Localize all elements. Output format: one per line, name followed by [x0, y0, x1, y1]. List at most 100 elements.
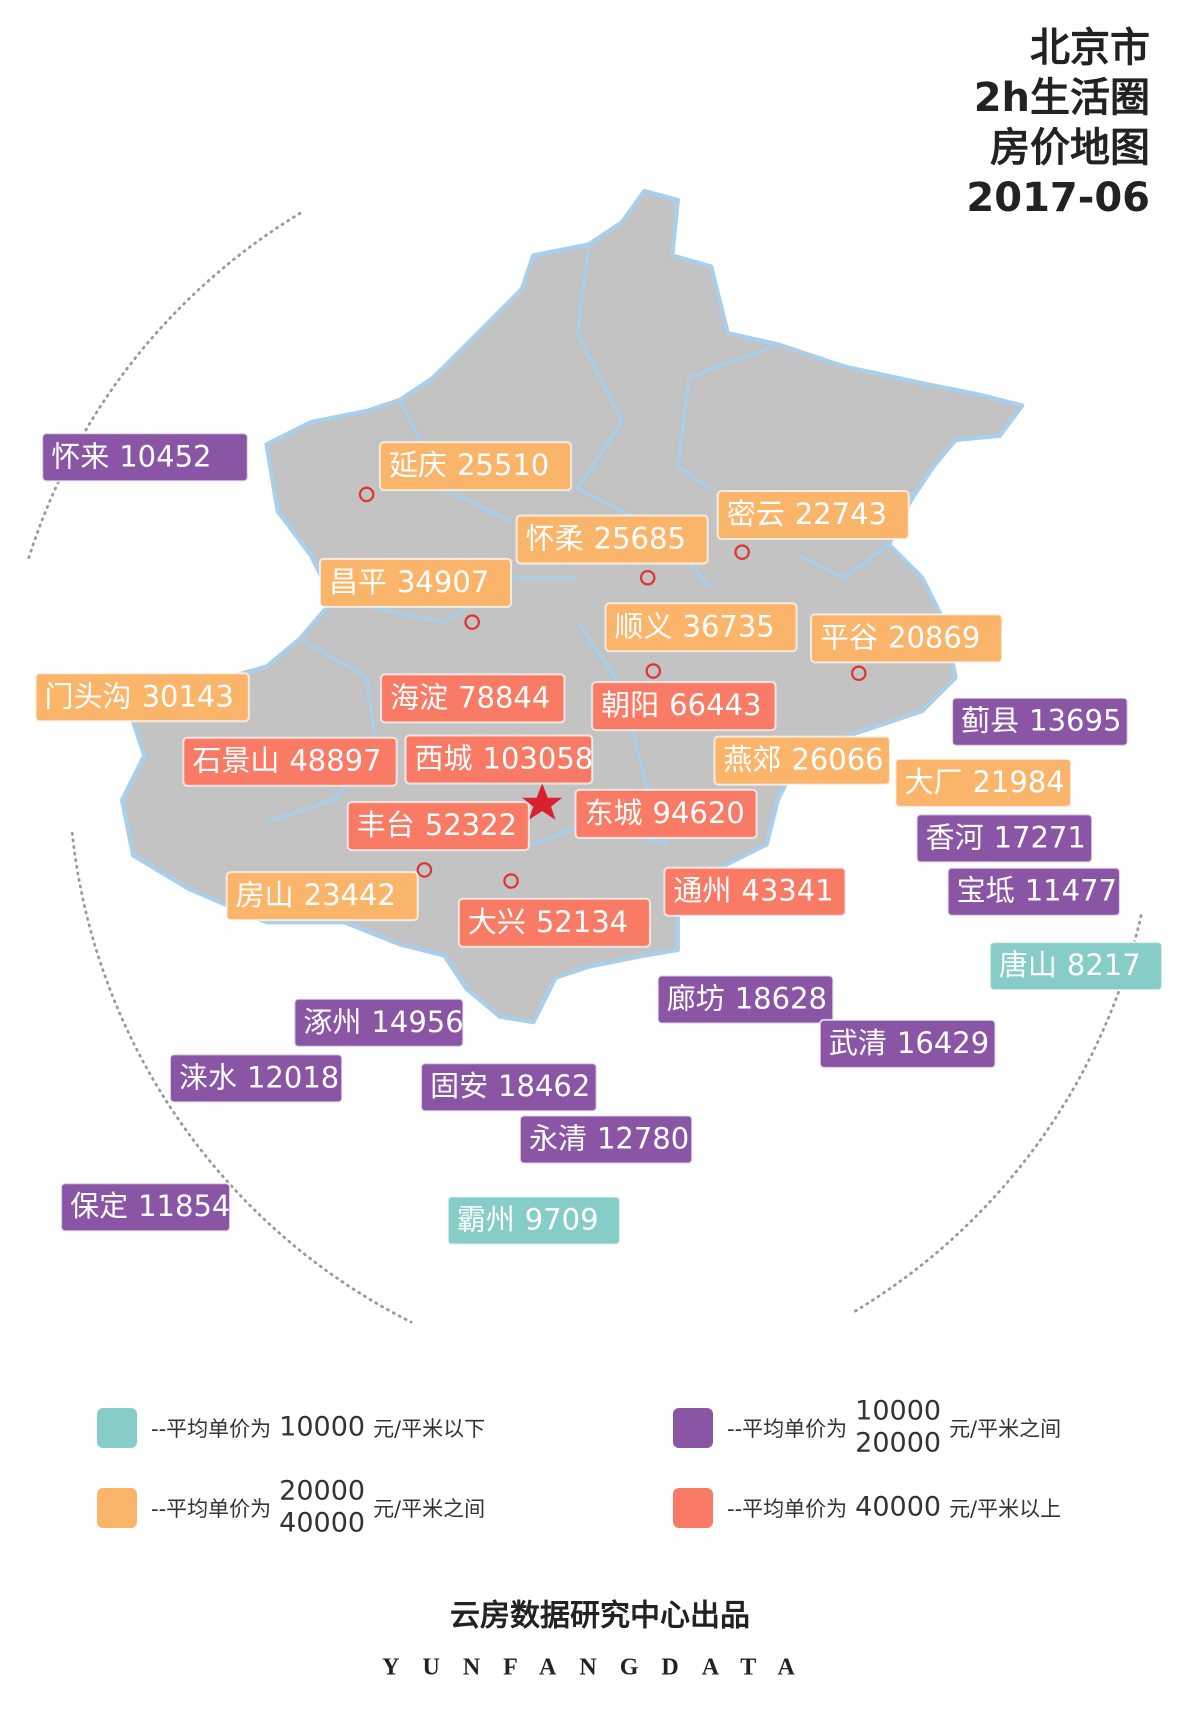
label-text: 燕郊 26066 [723, 743, 883, 777]
price: 11854 [138, 1189, 230, 1223]
price-label: 固安 18462 [420, 1062, 598, 1113]
label-box [951, 696, 1129, 747]
district-name: 昌平 [329, 565, 387, 599]
label-text: 霸州 9709 [457, 1203, 599, 1237]
price-label: 西城 103058 [404, 734, 594, 785]
label-box [318, 557, 513, 608]
price-label: 通州 43341 [663, 866, 847, 917]
brand: YUNFANGDATA [382, 1655, 818, 1681]
price: 12018 [247, 1060, 339, 1094]
legend-prefix: --平均单价为 [727, 1417, 847, 1441]
district-name: 门头沟 [45, 679, 132, 713]
label-box [225, 871, 419, 922]
district-name: 顺义 [614, 609, 672, 643]
label-text: 昌平 34907 [329, 565, 489, 599]
district-name: 宝坻 [957, 874, 1015, 908]
label-box [457, 897, 651, 948]
price: 13695 [1029, 704, 1121, 738]
price: 43341 [741, 874, 833, 908]
label-text: 永清 12780 [529, 1121, 689, 1155]
price-label: 密云 22743 [716, 490, 910, 541]
price: 94620 [653, 796, 745, 830]
label-text: 固安 18462 [430, 1069, 590, 1103]
title-line: 北京市 [1030, 25, 1150, 71]
district-name: 香河 [926, 820, 984, 854]
label-text: 平谷 20869 [820, 620, 980, 654]
capital-star [522, 783, 563, 820]
label-box [946, 866, 1121, 917]
price-label: 怀柔 25685 [515, 514, 709, 565]
label-box [446, 1195, 621, 1246]
district-name: 朝阳 [601, 688, 659, 722]
price-label: 门头沟 30143 [34, 672, 250, 723]
district-name: 通州 [673, 874, 731, 908]
price-label: 顺义 36735 [604, 602, 798, 653]
price: 17271 [994, 820, 1086, 854]
label-box [656, 974, 835, 1025]
price-label: 房山 23442 [225, 871, 419, 922]
legend-suffix: 元/平米以下 [373, 1417, 485, 1441]
district-name: 海淀 [390, 680, 448, 714]
legend-value: 20000 [855, 1428, 941, 1459]
price-label: 蓟县 13695 [951, 696, 1129, 747]
price: 21984 [972, 765, 1064, 799]
legend-suffix: 元/平米之间 [373, 1497, 485, 1521]
label-text: 怀柔 25685 [526, 522, 686, 556]
price: 20869 [888, 620, 980, 654]
price-label: 东城 94620 [574, 788, 758, 839]
label-box [515, 514, 709, 565]
label-box [380, 673, 566, 724]
label-text: 怀来 10452 [51, 439, 211, 473]
price-label: 廊坊 18628 [656, 974, 835, 1025]
label-text: 宝坻 11477 [957, 874, 1117, 908]
price-label: 燕郊 26066 [713, 735, 891, 786]
price-label: 平谷 20869 [810, 613, 1004, 664]
label-box [404, 734, 594, 785]
label-box [818, 1018, 997, 1069]
title-line: 房价地图 [990, 125, 1150, 171]
price-label: 大厂 21984 [894, 757, 1073, 808]
district-name: 怀来 [51, 439, 109, 473]
price-label: 永清 12780 [518, 1114, 694, 1165]
label-box [716, 490, 910, 541]
district-name: 大厂 [904, 765, 962, 799]
district-name: 唐山 [999, 948, 1057, 982]
label-text: 密云 22743 [727, 497, 887, 531]
district-name: 永清 [529, 1121, 587, 1155]
price-label: 石景山 48897 [182, 736, 398, 787]
price: 23442 [304, 878, 396, 912]
price-label: 大兴 52134 [457, 897, 651, 948]
label-text: 延庆 25510 [389, 448, 549, 482]
label-box [810, 613, 1004, 664]
label-text: 通州 43341 [673, 874, 833, 908]
label-box [518, 1114, 694, 1165]
price: 10452 [119, 439, 211, 473]
district-name: 涞水 [179, 1060, 237, 1094]
label-text: 石景山 48897 [192, 744, 381, 778]
district-name: 怀柔 [526, 522, 584, 556]
price: 26066 [791, 743, 883, 777]
legend-suffix: 元/平米之间 [949, 1417, 1061, 1441]
label-box [604, 602, 798, 653]
price: 66443 [669, 688, 761, 722]
label-box [915, 813, 1094, 864]
label-box [346, 801, 530, 852]
district-name: 燕郊 [723, 743, 781, 777]
district-name: 涿州 [303, 1005, 361, 1039]
district-name: 西城 [415, 741, 473, 775]
district-name: 延庆 [389, 448, 447, 482]
legend-prefix: --平均单价为 [727, 1497, 847, 1521]
legend-swatch [97, 1408, 137, 1448]
label-text: 顺义 36735 [614, 609, 774, 643]
label-box [41, 432, 249, 483]
label-box [988, 941, 1164, 992]
label-box [34, 672, 250, 723]
district-name: 石景山 [192, 744, 279, 778]
label-text: 海淀 78844 [390, 680, 550, 714]
price: 18628 [735, 981, 827, 1015]
label-text: 香河 17271 [926, 820, 1086, 854]
price-label: 丰台 52322 [346, 801, 530, 852]
